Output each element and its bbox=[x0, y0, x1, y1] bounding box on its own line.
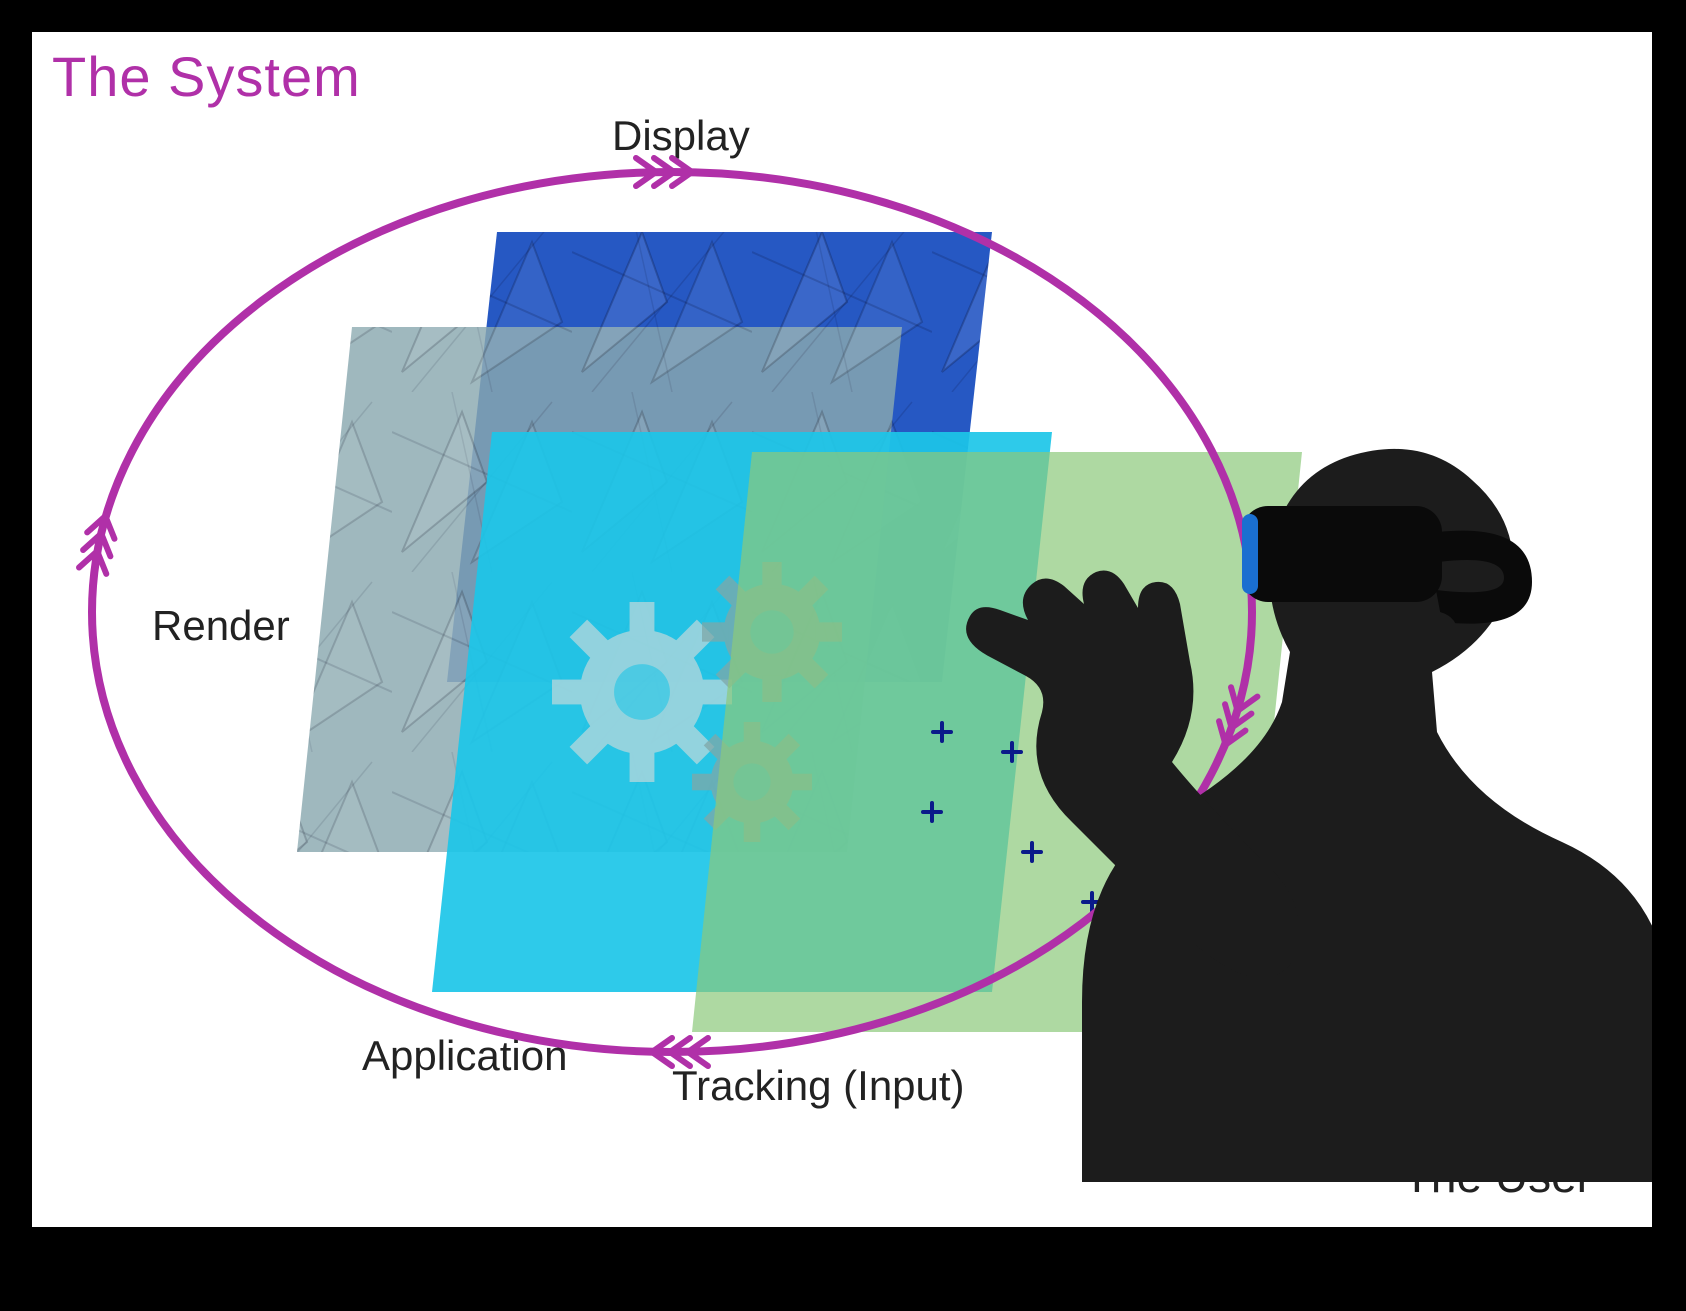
diagram-canvas: The System Display Render Application Tr… bbox=[32, 32, 1652, 1227]
diagram-svg bbox=[32, 32, 1652, 1227]
